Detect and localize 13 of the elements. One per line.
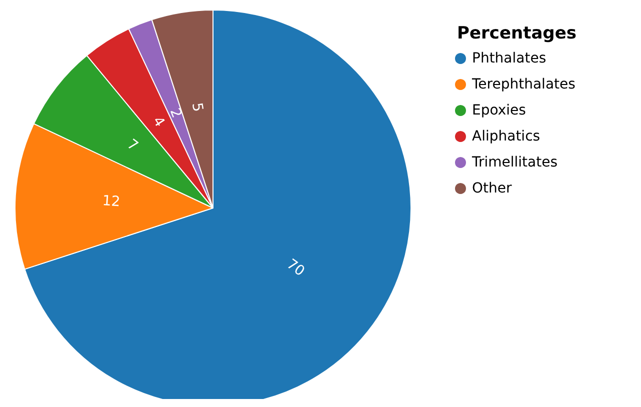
legend-title: Percentages	[457, 24, 576, 44]
legend-label: Trimellitates	[471, 154, 558, 170]
data-label: 7	[124, 136, 141, 155]
data-label: 4	[149, 114, 168, 130]
legend-label: Epoxies	[472, 102, 526, 118]
data-label: 2	[166, 106, 185, 120]
legend-label: Aliphatics	[472, 128, 540, 144]
legend-label: Other	[472, 180, 512, 196]
data-label: 12	[102, 193, 121, 210]
legend-label: Terephthalates	[471, 76, 576, 92]
legend-label: Phthalates	[472, 50, 546, 66]
data-label: 5	[188, 102, 206, 113]
data-label: 70	[284, 256, 308, 280]
